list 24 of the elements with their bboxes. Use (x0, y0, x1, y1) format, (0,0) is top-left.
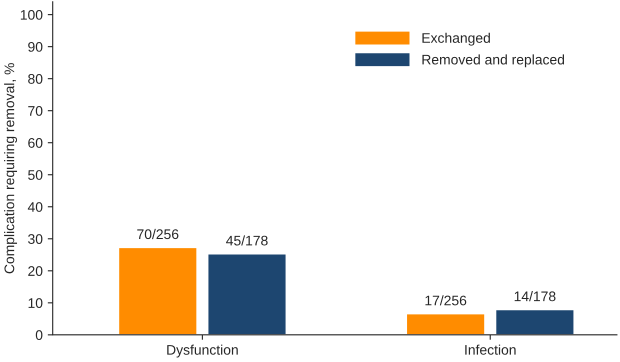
data-label: 17/256 (425, 295, 466, 306)
y-tick-label: 60 (28, 138, 42, 148)
y-tick-label: 40 (28, 202, 42, 212)
y-tick-label: 50 (28, 170, 42, 180)
y-axis-title: Complication requiring removal, % (4, 63, 18, 274)
y-tick-label: 20 (28, 266, 42, 276)
legend-label: Removed and replaced (422, 54, 564, 68)
data-label: 14/178 (514, 291, 556, 302)
y-tick-label: 10 (28, 298, 42, 308)
x-tick-label: Infection (465, 344, 516, 355)
y-tick-label: 70 (28, 106, 42, 116)
legend-label: Exchanged (422, 32, 490, 46)
data-label: 70/256 (137, 228, 178, 240)
bar (118, 246, 198, 335)
y-tick-label: 0 (36, 330, 42, 340)
x-tick-label: Dysfunction (167, 344, 238, 358)
y-tick-label: 30 (28, 234, 42, 244)
bar (406, 313, 486, 335)
y-tick-label: 90 (28, 42, 42, 52)
data-label: 45/178 (226, 235, 268, 246)
bar (207, 253, 287, 335)
bar (494, 308, 575, 335)
y-tick-label: 80 (28, 74, 42, 84)
y-tick-label: 100 (20, 10, 42, 20)
